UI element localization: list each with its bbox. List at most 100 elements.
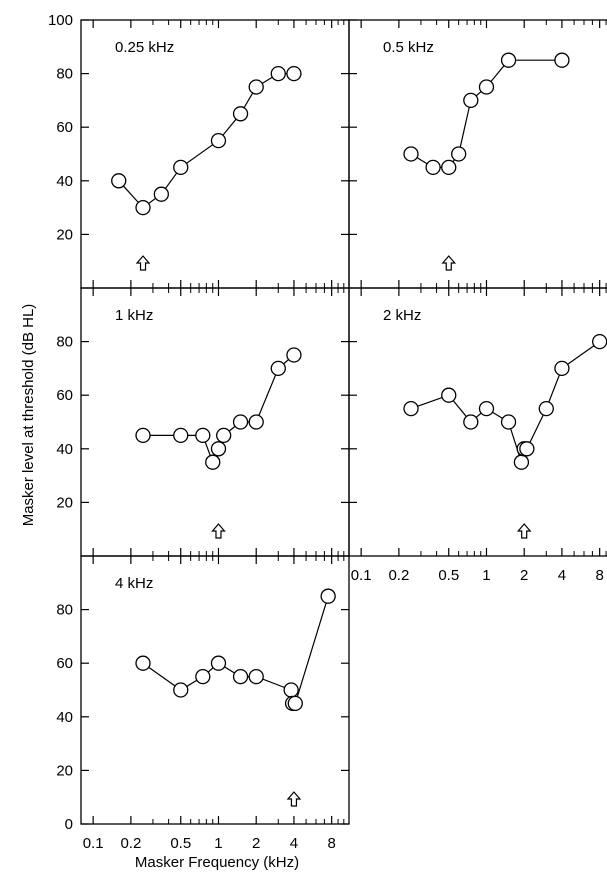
data-point xyxy=(173,159,189,176)
y-tick-label: 20 xyxy=(56,226,73,243)
x-tick-label: 0.1 xyxy=(83,835,104,852)
data-point xyxy=(286,347,302,363)
data-point xyxy=(135,655,151,671)
data-point xyxy=(500,414,517,430)
panel-label: 2 kHz xyxy=(383,307,421,324)
data-point xyxy=(210,441,227,457)
panel-2: 0.5 kHz xyxy=(348,19,607,289)
panel-label: 4 kHz xyxy=(115,575,153,592)
y-tick-label: 80 xyxy=(56,66,73,83)
x-tick-label: 0.2 xyxy=(388,567,409,584)
y-tick-label: 100 xyxy=(48,12,73,29)
panel-frame xyxy=(80,287,350,557)
data-point xyxy=(592,333,607,350)
y-tick-label: 80 xyxy=(56,334,73,351)
panel-5: 0 20 40 60 80 0.1 0.2 0.5 1 2 4 8 4 kHz xyxy=(56,555,350,852)
data-point xyxy=(232,668,249,685)
probe-arrow-icon xyxy=(135,255,151,271)
panel-frame xyxy=(348,287,607,557)
data-point xyxy=(248,79,264,95)
data-point xyxy=(538,400,554,417)
series-line xyxy=(410,341,601,465)
x-tick-label: 0.1 xyxy=(351,567,372,584)
data-point xyxy=(463,414,479,430)
x-tick-label: 0.2 xyxy=(120,835,141,852)
data-point xyxy=(287,695,303,712)
series-line xyxy=(142,596,329,705)
data-point xyxy=(216,427,232,444)
x-axis-label: Masker Frequency (kHz) xyxy=(135,854,299,871)
panel-frame xyxy=(80,19,350,289)
panel-3: 20 40 60 80 1 kHz xyxy=(56,287,350,557)
data-point xyxy=(283,682,299,698)
x-tick-label: 2 xyxy=(520,567,528,584)
data-point xyxy=(403,146,419,162)
data-point xyxy=(441,159,457,176)
x-tick-label: 1 xyxy=(214,835,222,852)
y-tick-label: 60 xyxy=(56,655,73,672)
probe-arrow-icon xyxy=(286,791,302,807)
data-point xyxy=(500,52,517,68)
panel-4: 0.1 0.2 0.5 1 2 4 8 2 kHz xyxy=(348,287,607,584)
data-point xyxy=(135,427,151,444)
data-point xyxy=(478,79,495,95)
x-tick-label: 4 xyxy=(290,835,298,852)
data-point xyxy=(173,682,189,698)
y-tick-label: 0 xyxy=(65,816,73,833)
data-point xyxy=(403,400,419,417)
data-point xyxy=(320,588,336,604)
panel-1: 20 40 60 80 100 0.25 kHz xyxy=(48,12,350,289)
data-point xyxy=(441,387,457,403)
data-point xyxy=(195,668,211,685)
data-point xyxy=(210,655,227,671)
data-point xyxy=(248,414,264,430)
panel-label: 1 kHz xyxy=(115,307,153,324)
data-point xyxy=(195,427,211,444)
data-point xyxy=(111,173,127,189)
data-point xyxy=(463,92,479,109)
y-tick-label: 60 xyxy=(56,119,73,136)
data-point xyxy=(286,65,302,82)
data-point xyxy=(173,427,189,444)
data-point xyxy=(248,668,264,685)
data-point xyxy=(478,400,495,417)
x-tick-label: 4 xyxy=(558,567,566,584)
x-tick-label: 8 xyxy=(595,567,603,584)
data-point xyxy=(425,159,441,176)
data-point xyxy=(519,441,535,457)
y-tick-label: 40 xyxy=(56,709,73,726)
y-tick-label: 40 xyxy=(56,173,73,190)
data-point xyxy=(270,65,286,82)
y-tick-label: 20 xyxy=(56,494,73,511)
data-point xyxy=(232,106,249,122)
data-point xyxy=(135,199,151,216)
x-tick-label: 0.5 xyxy=(438,567,459,584)
y-tick-label: 80 xyxy=(56,602,73,619)
y-axis-label: Masker level at threshold (dB HL) xyxy=(20,304,37,527)
panel-label: 0.5 kHz xyxy=(383,39,434,56)
data-point xyxy=(451,146,467,162)
data-point xyxy=(270,360,286,377)
y-tick-label: 20 xyxy=(56,762,73,779)
data-point xyxy=(554,360,570,377)
panel-label: 0.25 kHz xyxy=(115,39,174,56)
x-tick-label: 8 xyxy=(327,835,335,852)
probe-arrow-icon xyxy=(516,523,532,539)
y-tick-label: 40 xyxy=(56,441,73,458)
data-point xyxy=(210,132,227,149)
data-point xyxy=(205,454,221,470)
probe-arrow-icon xyxy=(441,255,457,271)
series-line xyxy=(118,72,294,209)
y-tick-label: 60 xyxy=(56,387,73,404)
probe-arrow-icon xyxy=(211,523,226,539)
x-tick-label: 1 xyxy=(482,567,490,584)
x-tick-label: 2 xyxy=(252,835,260,852)
data-point xyxy=(513,454,530,470)
series-line xyxy=(410,59,562,168)
data-point xyxy=(554,52,570,68)
data-point xyxy=(232,414,249,430)
data-point xyxy=(153,186,169,202)
x-tick-label: 0.5 xyxy=(170,835,191,852)
panel-frame xyxy=(80,555,350,825)
